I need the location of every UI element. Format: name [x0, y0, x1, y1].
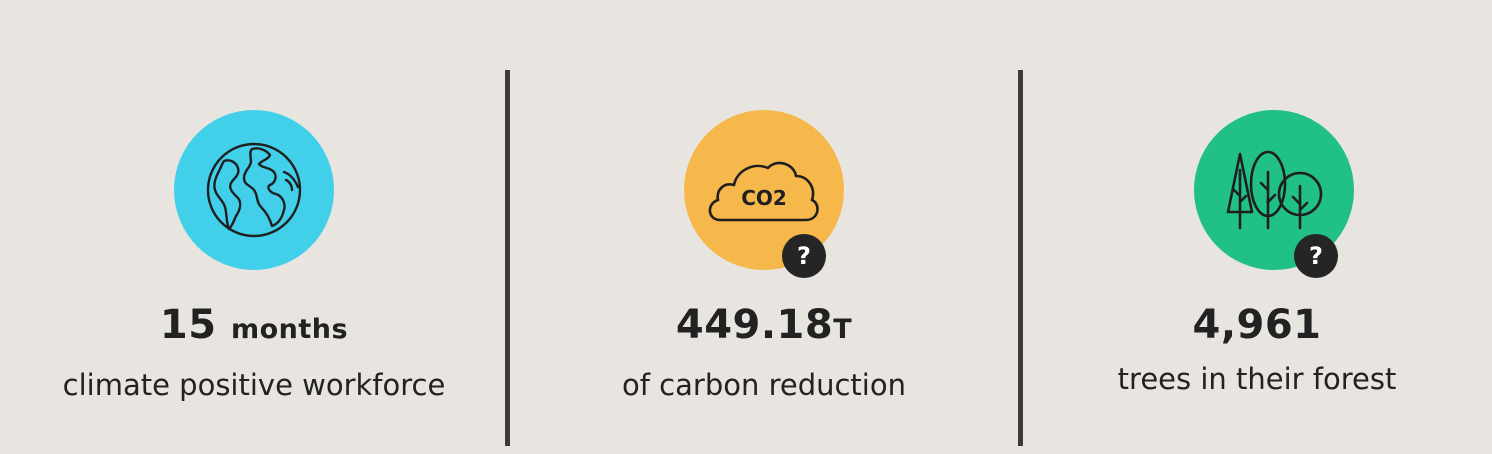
stat-months-caption: climate positive workforce	[62, 368, 446, 402]
co2-badge: CO2 ?	[684, 110, 844, 278]
stat-carbon-unit: T	[833, 314, 853, 345]
stat-divider-1	[505, 70, 510, 446]
trees-help-button[interactable]: ?	[1294, 234, 1338, 278]
trees-badge: ?	[1194, 110, 1354, 278]
stat-carbon-caption: of carbon reduction	[622, 368, 906, 402]
globe-badge	[174, 110, 334, 270]
stat-carbon-panel: CO2 ? 449.18T of carbon reduction	[508, 0, 1020, 454]
stat-months-panel: 15 months climate positive workforce	[0, 0, 508, 454]
stat-months-unit: months	[231, 314, 349, 345]
stat-divider-2	[1018, 70, 1023, 446]
stat-carbon-value: 449.18T	[508, 302, 1020, 348]
stat-trees-caption: trees in their forest	[1117, 362, 1397, 396]
globe-icon	[206, 142, 302, 238]
co2-label: CO2	[741, 186, 787, 210]
stat-carbon-number: 449.18	[675, 302, 834, 348]
co2-cloud-icon: CO2	[708, 161, 819, 222]
trees-icon	[1226, 150, 1323, 230]
carbon-help-button[interactable]: ?	[782, 234, 826, 278]
stat-trees-panel: ? 4,961 trees in their forest	[1022, 0, 1492, 454]
stat-trees-value: 4,961	[1192, 302, 1322, 348]
stat-months-value: 15 months	[0, 302, 508, 348]
stat-months-number: 15	[159, 302, 217, 348]
